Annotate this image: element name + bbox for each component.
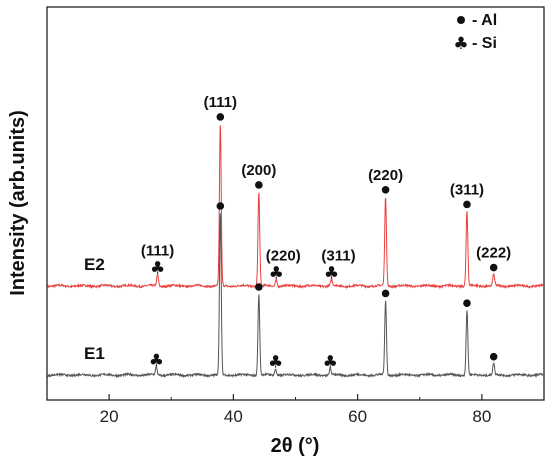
- series-label: E1: [84, 344, 105, 363]
- si-peak-marker: ♣: [324, 263, 339, 283]
- x-tick-label: 80: [472, 407, 491, 426]
- legend: - Al♣ - Si: [453, 12, 497, 54]
- x-tick-label: 60: [348, 407, 367, 426]
- hkl-label: (222): [476, 245, 511, 262]
- al-peak-marker: [489, 352, 498, 361]
- series-line-e1: [47, 213, 544, 379]
- al-peak-marker: [255, 283, 263, 291]
- hkl-label: (220): [368, 167, 403, 184]
- al-peak-marker: [489, 263, 498, 272]
- al-peak-marker: [216, 113, 225, 121]
- al-peak-marker: [463, 299, 471, 308]
- hkl-label: (220): [266, 247, 301, 264]
- x-axis-title: 2θ (°): [271, 435, 320, 457]
- y-axis-title: Intensity (arb.units): [7, 110, 29, 296]
- legend-label: - Al: [472, 12, 497, 29]
- hkl-label: (311): [321, 247, 355, 264]
- hkl-label: (200): [241, 162, 276, 179]
- hkl-label: (311): [450, 181, 484, 198]
- al-peak-marker: [381, 289, 390, 298]
- al-peak-marker: [381, 186, 390, 194]
- si-peak-marker: ♣: [269, 263, 284, 283]
- series-traces: E2 E1: [47, 125, 544, 379]
- legend-al-marker: [457, 16, 465, 24]
- x-tick-label: 20: [100, 407, 119, 426]
- si-peak-marker: ♣: [150, 259, 165, 279]
- series-line-e2: [47, 125, 544, 290]
- series-label: E2: [84, 255, 105, 274]
- al-peak-marker: [216, 202, 225, 210]
- x-tick-label: 40: [224, 407, 243, 426]
- peak-markers: ♣(111)(111)(200)♣(220)♣(311)(220)(311)(2…: [141, 94, 511, 373]
- si-peak-marker: ♣: [323, 353, 338, 373]
- al-peak-marker: [463, 200, 471, 209]
- si-peak-marker: ♣: [268, 353, 283, 373]
- si-peak-marker: ♣: [149, 351, 164, 371]
- al-peak-marker: [255, 181, 263, 189]
- x-axis-ticks: 20 40 60 80: [46, 394, 545, 426]
- hkl-label: (111): [141, 243, 174, 260]
- legend-si-marker: ♣: [453, 34, 468, 54]
- legend-label: - Si: [472, 35, 497, 52]
- hkl-label: (111): [204, 94, 237, 111]
